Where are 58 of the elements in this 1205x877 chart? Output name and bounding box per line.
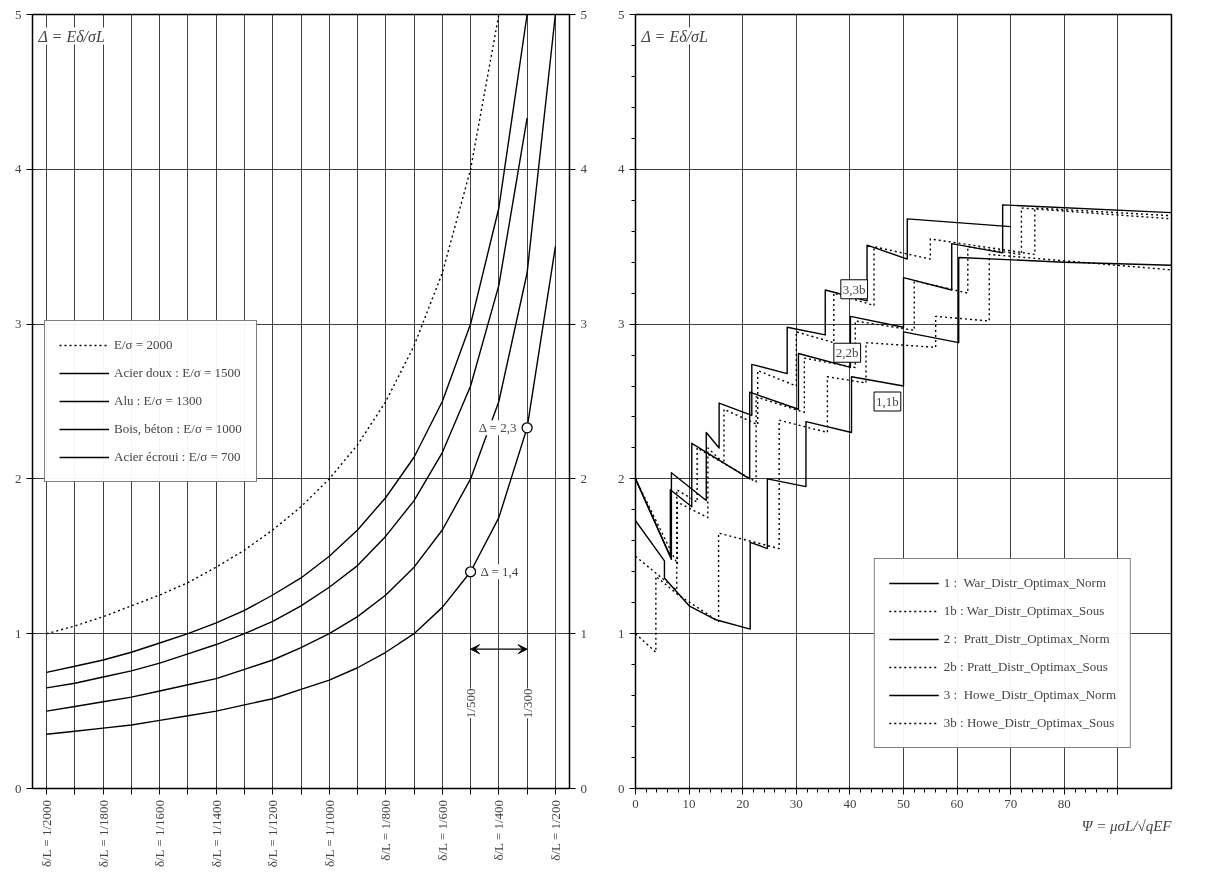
y2-tick-label: 3 <box>580 316 587 332</box>
x-tick-label: 50 <box>897 795 910 811</box>
y2-tick-label: 1 <box>580 625 587 641</box>
y2-tick-label: 4 <box>580 161 588 177</box>
x-tick-label: 30 <box>789 795 803 811</box>
x-tick-label: δ/L = 1/400 <box>491 799 507 861</box>
y-tick-label: 2 <box>15 470 22 486</box>
y-tick-label: 5 <box>618 6 625 22</box>
x-tick-label: 40 <box>843 795 857 811</box>
x-tick-label: δ/L = 1/1800 <box>95 799 111 868</box>
x-tick-label: 10 <box>682 795 696 811</box>
y-tick-label: 1 <box>15 625 22 641</box>
legend-label: Alu : E/σ = 1300 <box>114 393 203 409</box>
y-tick-label: 5 <box>15 6 22 22</box>
x-tick-label: δ/L = 1/1600 <box>152 799 168 868</box>
y-tick-label: 3 <box>618 316 625 332</box>
y-tick-label: 4 <box>15 161 22 177</box>
y-tick-label: 1 <box>618 625 625 641</box>
x-tick-label: 80 <box>1057 795 1071 811</box>
annotation: 2,2b <box>835 345 859 361</box>
data-label: Δ = 2,3 <box>478 420 517 436</box>
x-axis-title: Ψ = μσL/√qEF <box>1081 817 1173 834</box>
legend-label: 2 : Pratt_Distr_Optimax_Norm <box>943 631 1110 647</box>
annotation: 1/300 <box>519 688 535 719</box>
y-tick-label: 3 <box>15 316 22 332</box>
legend-label: E/σ = 2000 <box>114 337 173 353</box>
legend-label: Acier doux : E/σ = 1500 <box>114 365 241 381</box>
legend-label: 2b : Pratt_Distr_Optimax_Sous <box>943 659 1108 675</box>
annotation: 1/500 <box>463 688 479 719</box>
x-tick-label: 0 <box>632 795 639 811</box>
x-tick-label: δ/L = 1/1200 <box>265 799 281 868</box>
y-tick-label: 2 <box>618 470 625 486</box>
data-label: Δ = 1,4 <box>480 564 519 580</box>
legend-label: Bois, béton : E/σ = 1000 <box>114 421 242 437</box>
y-tick-label: 4 <box>618 161 625 177</box>
x-tick-label: δ/L = 1/200 <box>547 799 563 861</box>
y-tick-label: 0 <box>15 780 22 796</box>
y2-tick-label: 0 <box>580 780 587 796</box>
x-tick-label: 70 <box>1004 795 1018 811</box>
x-tick-label: 20 <box>736 795 750 811</box>
legend-label: 1b : War_Distr_Optimax_Sous <box>943 603 1105 619</box>
legend-label: 3b : Howe_Distr_Optimax_Sous <box>943 715 1115 731</box>
y2-tick-label: 2 <box>580 470 587 486</box>
x-tick-label: δ/L = 1/2000 <box>39 799 55 868</box>
x-tick-label: δ/L = 1/1000 <box>321 799 337 868</box>
legend-label: 1 : War_Distr_Optimax_Norm <box>943 575 1107 591</box>
legend-label: 3 : Howe_Distr_Optimax_Norm <box>943 687 1116 703</box>
y-tick-label: 0 <box>618 780 625 796</box>
y2-tick-label: 5 <box>580 6 587 22</box>
x-tick-label: 60 <box>950 795 964 811</box>
annotation: 3,3b <box>842 281 866 297</box>
y-axis-title: Δ = Eδ/σL <box>640 27 708 45</box>
y-axis-title: Δ = Eδ/σL <box>37 27 105 45</box>
x-tick-label: δ/L = 1/800 <box>378 799 394 861</box>
x-tick-label: δ/L = 1/1400 <box>208 799 224 868</box>
x-tick-label: δ/L = 1/600 <box>434 799 450 861</box>
legend-label: Acier écroui : E/σ = 700 <box>114 449 241 465</box>
annotation: 1,1b <box>876 394 899 409</box>
